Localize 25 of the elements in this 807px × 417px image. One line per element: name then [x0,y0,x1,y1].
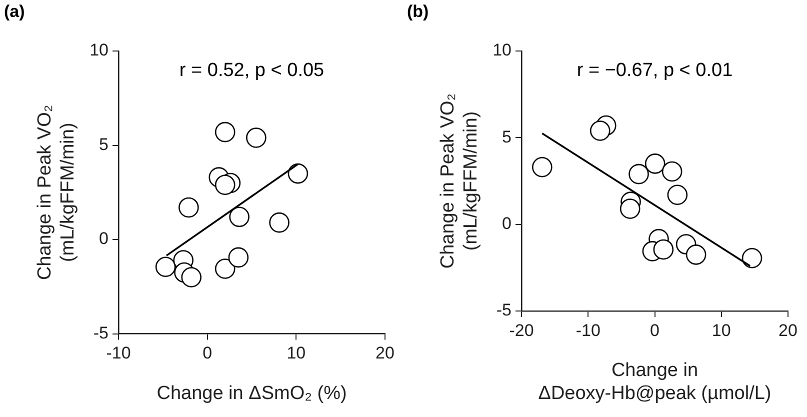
text: (b) [407,2,429,22]
y-axis-title: Change in Peak VO₂ (mL/kgFFM/min) [438,93,482,269]
x-tick-label: 0 [202,344,212,363]
x-tick-label: 20 [778,320,798,340]
y-tick-label: -5 [496,300,512,320]
y-axis-title: Change in Peak VO₂ (mL/kgFFM/min) [34,104,78,280]
y-tick-label: 10 [492,40,512,60]
y-tick-label: -5 [93,323,109,342]
annotation: r = 0.52, p < 0.05 [179,60,324,82]
y-tick-label: 10 [90,40,109,60]
x-tick-label: 10 [286,344,306,363]
x-tick-label: -10 [106,344,131,363]
y-tick-label: 0 [502,214,512,234]
x-tick-label: 0 [650,320,660,340]
x-tick-label: 20 [376,344,394,363]
x-tick-label: -10 [576,320,600,340]
annotation: r = −0.67, p < 0.01 [576,60,733,82]
text: (a) [4,2,25,22]
x-tick-label: 10 [712,320,731,340]
x-tick-label: -20 [509,320,534,340]
y-tick-label: 5 [99,134,109,154]
x-axis-title: Change in ΔDeoxy-Hb@peak (µmol/L) [538,360,772,404]
y-tick-label: 0 [99,229,109,248]
y-tick-label: 5 [502,127,512,146]
x-axis-title: Change in ΔSmO₂ (%) [156,382,347,404]
